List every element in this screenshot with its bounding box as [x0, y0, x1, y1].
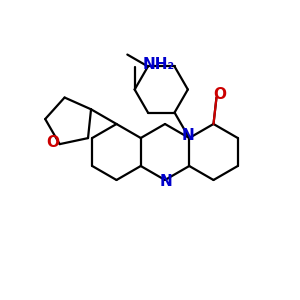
Text: N: N [182, 128, 195, 143]
Text: NH₂: NH₂ [142, 57, 175, 72]
Text: N: N [160, 175, 172, 190]
Text: O: O [213, 87, 226, 102]
Text: O: O [46, 135, 59, 150]
